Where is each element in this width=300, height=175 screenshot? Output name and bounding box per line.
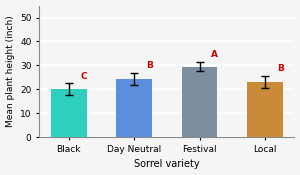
Text: C: C — [81, 72, 87, 80]
Y-axis label: Mean plant height (inch): Mean plant height (inch) — [6, 16, 15, 127]
Text: B: B — [277, 64, 284, 73]
Text: A: A — [211, 50, 218, 59]
Bar — [182, 67, 218, 137]
Bar — [116, 79, 152, 137]
X-axis label: Sorrel variety: Sorrel variety — [134, 159, 200, 169]
Bar — [247, 82, 283, 137]
Bar — [51, 89, 87, 137]
Text: B: B — [146, 61, 153, 70]
